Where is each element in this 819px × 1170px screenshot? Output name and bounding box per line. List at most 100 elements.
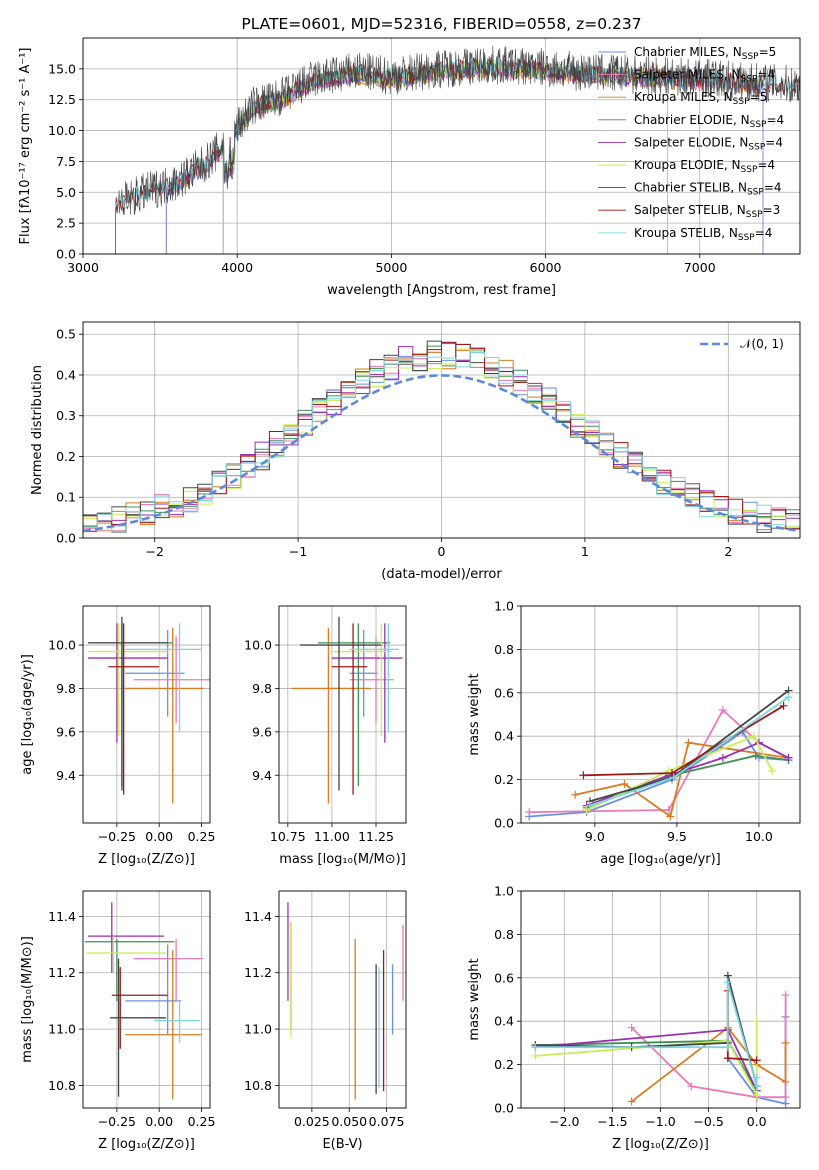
y-tick-label: 0.2 — [494, 772, 514, 787]
x-tick-label: 0.25 — [188, 1114, 216, 1129]
y-tick-label: 10.0 — [48, 123, 76, 138]
y-tick-label: 11.0 — [48, 1022, 76, 1037]
y-tick-label: 9.6 — [56, 724, 76, 739]
x-tick-label: 4000 — [221, 260, 253, 275]
legend-entry: Salpeter MILES, NSSP=4 — [634, 68, 775, 85]
y-tick-label: 11.2 — [48, 965, 76, 980]
x-tick-label: 10.0 — [745, 829, 773, 844]
y-tick-label: 0.0 — [494, 816, 514, 831]
y-tick-label: 0.1 — [56, 490, 76, 505]
legend-entry: Salpeter STELIB, NSSP=3 — [634, 203, 780, 220]
weight-marker-salpeter_stelib — [779, 701, 788, 710]
weight-marker-salpeter_miles — [718, 706, 727, 715]
y-tick-label: 9.4 — [252, 768, 272, 783]
y-tick-label: 0.8 — [494, 927, 514, 942]
x-tick-label: 0.00 — [145, 829, 173, 844]
y-tick-label: 11.2 — [244, 965, 272, 980]
x-tick-label: −1.0 — [645, 1114, 675, 1129]
x-tick-label: 6000 — [530, 260, 562, 275]
y-tick-label: 11.4 — [48, 909, 76, 924]
weight-marker-kroupa_miles — [627, 1097, 636, 1106]
plot-frame — [82, 321, 801, 539]
x-tick-label: 0.050 — [331, 1114, 367, 1129]
y-axis-label: Normed distribution — [30, 365, 45, 495]
plot-frame — [278, 890, 407, 1109]
weight-marker-chabrier_elodie — [751, 751, 760, 760]
y-tick-label: 12.5 — [48, 92, 76, 107]
x-axis-label: wavelength [Angstrom, rest frame] — [327, 283, 556, 298]
weight-marker-salpeter_stelib — [723, 1054, 732, 1063]
y-axis-label: Flux [fλ10⁻¹⁷ erg cm⁻² s⁻¹ A⁻¹] — [18, 48, 33, 245]
weight-marker-salpeter_elodie — [718, 753, 727, 762]
y-tick-label: 0.4 — [494, 729, 514, 744]
weight-marker-kroupa_elodie — [752, 1017, 761, 1026]
x-tick-label: 9.0 — [585, 829, 605, 844]
weight-line-kroupa_stelib — [535, 981, 758, 1087]
y-tick-label: 10.8 — [244, 1078, 272, 1093]
weight-marker-kroupa_stelib — [531, 1043, 540, 1052]
y-tick-label: 0.6 — [494, 970, 514, 985]
y-tick-label: 11.4 — [244, 909, 272, 924]
weight-marker-kroupa_stelib — [723, 978, 732, 987]
weight-marker-kroupa_elodie — [582, 805, 591, 814]
x-tick-label: 1 — [581, 544, 589, 559]
x-tick-label: 0 — [438, 544, 446, 559]
weight-marker-kroupa_miles — [571, 790, 580, 799]
weight-marker-kroupa_miles — [781, 1077, 790, 1086]
x-tick-label: 9.5 — [667, 829, 687, 844]
x-tick-label: −0.5 — [693, 1114, 723, 1129]
plot-frame — [82, 37, 801, 255]
y-tick-label: 0.4 — [56, 367, 76, 382]
y-tick-label: 0.0 — [56, 531, 76, 546]
y-tick-label: 10.0 — [48, 638, 76, 653]
y-tick-label: 9.8 — [252, 681, 272, 696]
y-tick-label: 15.0 — [48, 61, 76, 76]
weight-marker-kroupa_stelib — [723, 1043, 732, 1052]
x-tick-label: 3000 — [67, 260, 99, 275]
plot-frame — [82, 605, 211, 824]
x-tick-label: 0.25 — [188, 829, 216, 844]
legend-entry: Kroupa STELIB, NSSP=4 — [634, 226, 772, 243]
weight-line-chabrier_elodie — [535, 1039, 758, 1092]
x-tick-label: 11.25 — [358, 829, 394, 844]
x-tick-label: 7000 — [684, 260, 716, 275]
y-tick-label: 9.8 — [56, 681, 76, 696]
x-tick-label: −2.0 — [549, 1114, 579, 1129]
weight-marker-salpeter_miles — [525, 808, 534, 817]
weight-marker-kroupa_stelib — [585, 801, 594, 810]
legend-normal-label: 𝒩(0, 1) — [740, 337, 784, 351]
plot-frame — [520, 890, 801, 1109]
weight-marker-salpeter_miles — [781, 991, 790, 1000]
y-tick-label: 10.8 — [48, 1078, 76, 1093]
y-tick-label: 0.8 — [494, 642, 514, 657]
legend-entry: Kroupa ELODIE, NSSP=4 — [634, 158, 775, 175]
y-axis-label: mass weight — [467, 673, 482, 755]
weight-marker-salpeter_miles — [687, 1082, 696, 1091]
plot-frame — [278, 605, 407, 824]
x-tick-label: −0.25 — [98, 829, 136, 844]
y-tick-label: 0.3 — [56, 408, 76, 423]
x-tick-label: −1.5 — [597, 1114, 627, 1129]
x-axis-label: Z [log₁₀(Z/Z⊙)] — [98, 1137, 195, 1152]
legend-entry: Salpeter ELODIE, NSSP=4 — [634, 135, 783, 152]
y-tick-label: 1.0 — [494, 884, 514, 899]
x-tick-label: −2 — [145, 544, 163, 559]
weight-marker-salpeter_miles — [781, 1093, 790, 1102]
y-tick-label: 9.6 — [252, 724, 272, 739]
y-axis-label: mass weight — [467, 958, 482, 1040]
weight-marker-salpeter_elodie — [784, 753, 793, 762]
weight-marker-kroupa_miles — [666, 812, 675, 821]
weight-marker-salpeter_stelib — [579, 771, 588, 780]
x-tick-label: 5000 — [375, 260, 407, 275]
y-axis-label: age [log₁₀(age/yr)] — [20, 654, 35, 775]
weight-marker-kroupa_elodie — [752, 1090, 761, 1099]
legend-entry: Chabrier STELIB, NSSP=4 — [634, 181, 782, 198]
weight-line-salpeter_elodie — [535, 1028, 758, 1091]
x-axis-label: Z [log₁₀(Z/Z⊙)] — [98, 852, 195, 867]
y-tick-label: 0.0 — [56, 247, 76, 262]
weight-line-kroupa_elodie — [535, 1021, 758, 1096]
x-tick-label: 0.025 — [294, 1114, 330, 1129]
y-tick-label: 11.0 — [244, 1022, 272, 1037]
plot-frame — [82, 890, 211, 1109]
